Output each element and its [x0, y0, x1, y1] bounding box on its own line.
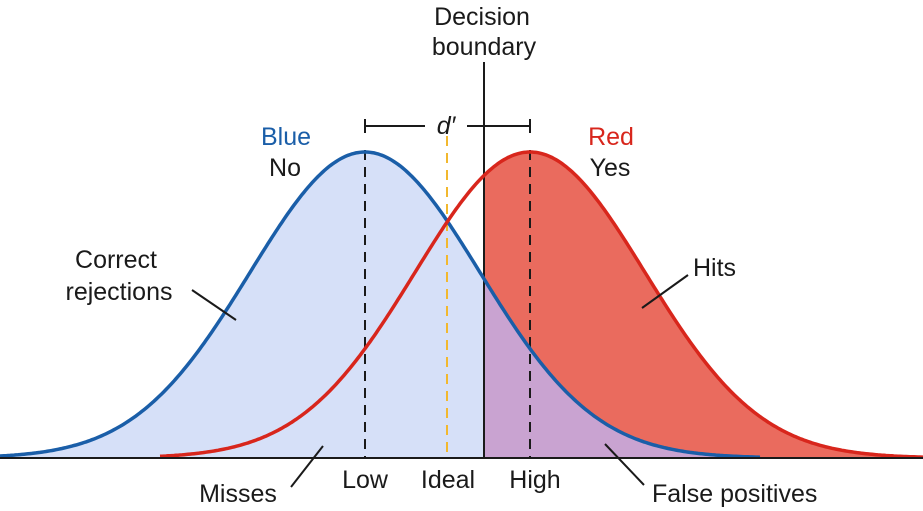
low-label: Low — [342, 466, 389, 494]
misses-leader — [290, 445, 324, 488]
false-positive-fill — [484, 278, 760, 458]
blue-distribution-fill — [0, 152, 760, 458]
blue-distribution-curve — [0, 150, 761, 459]
blue-curve-name: Blue — [261, 123, 311, 151]
blue-curve-response: No — [269, 154, 301, 182]
correct-rejections-label-line2: rejections — [66, 278, 173, 306]
red-hits-fill — [484, 152, 923, 458]
false-positives-label: False positives — [652, 480, 817, 508]
correct-rejections-leader — [191, 289, 237, 321]
decision-boundary-label-line1: Decision — [434, 3, 530, 31]
hits-label: Hits — [693, 254, 736, 282]
high-label: High — [509, 466, 560, 494]
d-prime-label: d′ — [437, 112, 457, 140]
hits-leader — [641, 274, 689, 309]
decision-boundary-label-line2: boundary — [432, 33, 537, 61]
correct-rejections-label-line1: Correct — [75, 246, 157, 274]
misses-label: Misses — [199, 480, 277, 508]
red-distribution-curve — [159, 150, 923, 459]
ideal-label: Ideal — [421, 466, 475, 494]
red-curve-name: Red — [588, 123, 634, 151]
red-curve-response: Yes — [590, 154, 631, 182]
false-positives-leader — [604, 443, 645, 486]
d-prime-bracket — [364, 119, 531, 133]
